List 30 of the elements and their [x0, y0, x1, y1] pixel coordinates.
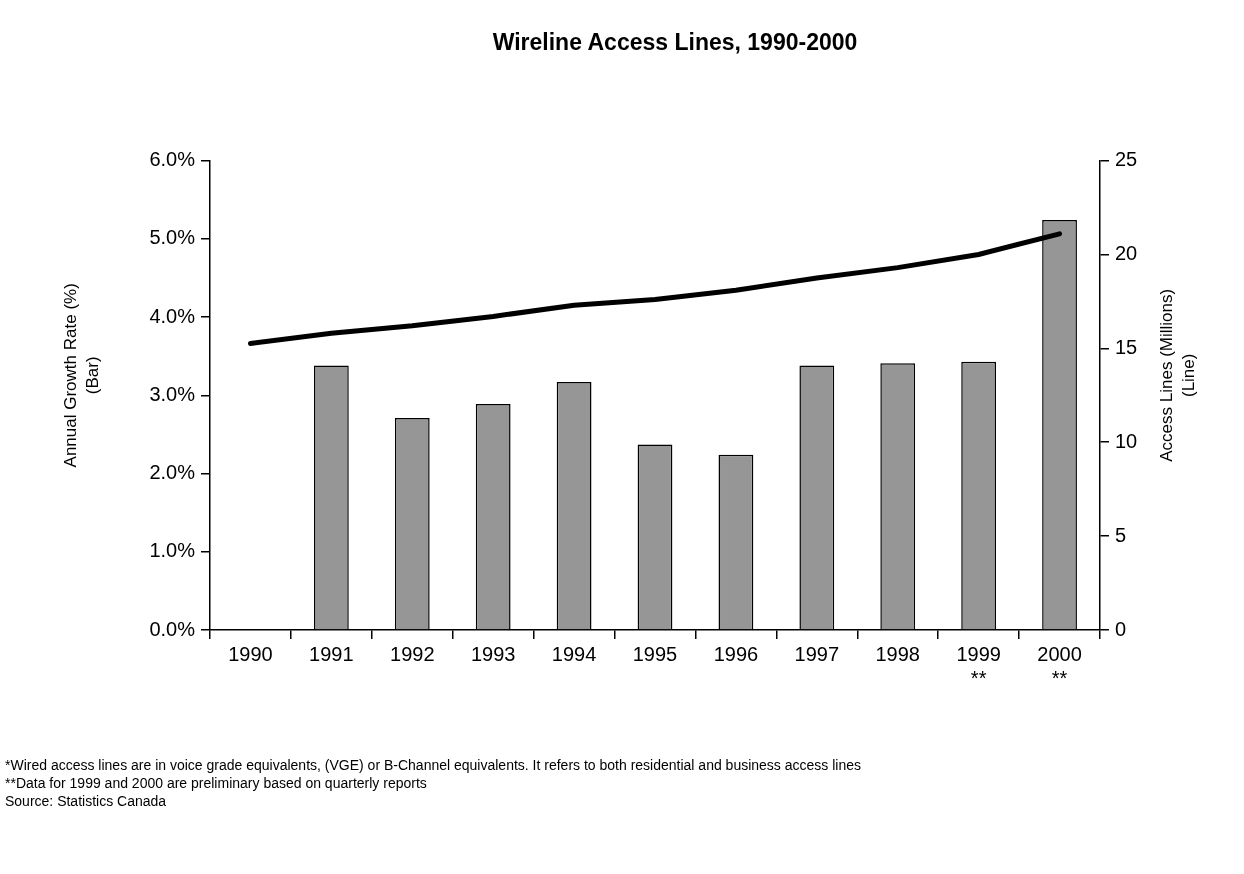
y-axis-title: Annual Growth Rate (%) (Bar): [60, 283, 102, 468]
x-tick-label: 1994: [551, 642, 597, 665]
x-tick-label: 1992: [390, 642, 435, 665]
y2-tick-label: 10: [1115, 429, 1138, 452]
y2-tick-label: 25: [1115, 148, 1138, 171]
y-tick-label: 5.0%: [149, 226, 196, 249]
y2-tick-label: 0: [1115, 617, 1127, 640]
x-tick-label: 1993: [470, 642, 516, 665]
x-tick-label: 1998: [875, 642, 920, 665]
x-tick-label: 1996: [713, 642, 759, 665]
y-tick-label: 3.0%: [149, 382, 196, 405]
source-note: Source: Statistics Canada: [5, 793, 167, 809]
y-tick-label: 4.0%: [149, 304, 196, 327]
y-tick-label: 1.0%: [149, 539, 196, 562]
x-tick-label: 1990: [228, 642, 273, 665]
text: **Data for 1999 and 2000 are preliminary based on quarterly reports: [5, 775, 427, 791]
text: *Wired access lines are in voice grade equivalents, (VGE) or B-Channel equivalents. It refers to both residential and business access lines: [5, 757, 861, 773]
y-tick-label: 2.0%: [149, 461, 196, 484]
x-tick-label: 1991: [309, 642, 354, 665]
y2-tick-label: 5: [1115, 523, 1127, 546]
x-tick-label: 2000 **: [1037, 642, 1082, 689]
chart-title: Wireline Access Lines, 1990-2000: [492, 29, 858, 56]
y-tick-label: 0.0%: [149, 617, 196, 640]
x-tick-label: 1999 **: [956, 642, 1001, 689]
x-tick-label: 1995: [632, 642, 678, 665]
y2-tick-label: 20: [1115, 242, 1138, 264]
y2-axis-title: Access Lines (Millions) (Line): [1156, 288, 1198, 462]
x-tick-label: 1997: [794, 642, 840, 665]
y-tick-label: 6.0%: [149, 148, 196, 171]
y2-tick-label: 15: [1115, 335, 1138, 358]
